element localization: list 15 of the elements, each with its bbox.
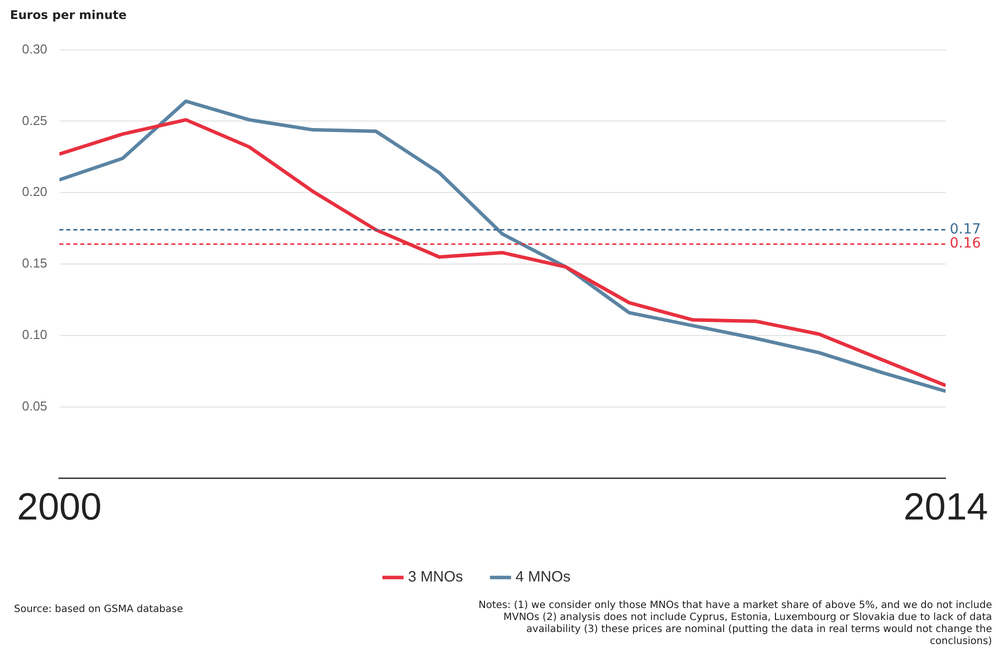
text: Notes: (1) we consider only those MNOs that have a market share of above 5%, and we do not include MVNOs (2) analysis does not include Cyprus, Estonia, Luxembourg or Slovakia due to lack of data availability (3) these prices are nominal (putting the data in real terms would not change the conclusions) (477, 600, 992, 648)
y-tick-label: 0.20 (22, 184, 48, 200)
ref-line-label: 0.17 (950, 221, 981, 238)
ref-line-label: 0.16 (950, 236, 981, 252)
y-tick-label: 0.25 (22, 112, 48, 128)
y-tick-label: 0.10 (22, 327, 48, 342)
legend-label: 4 MNOs (516, 568, 571, 586)
y-tick-label: 0.30 (22, 41, 48, 56)
y-axis-title: Euros per minute (10, 8, 127, 22)
source-note: Source: based on GSMA database (14, 604, 184, 615)
x-tick-label: 2000 (17, 486, 102, 529)
y-tick-label: 0.15 (22, 256, 48, 271)
x-tick-label: 2014 (903, 486, 988, 529)
y-tick-label: 0.05 (22, 398, 48, 414)
legend-label: 3 MNOs (408, 568, 464, 586)
